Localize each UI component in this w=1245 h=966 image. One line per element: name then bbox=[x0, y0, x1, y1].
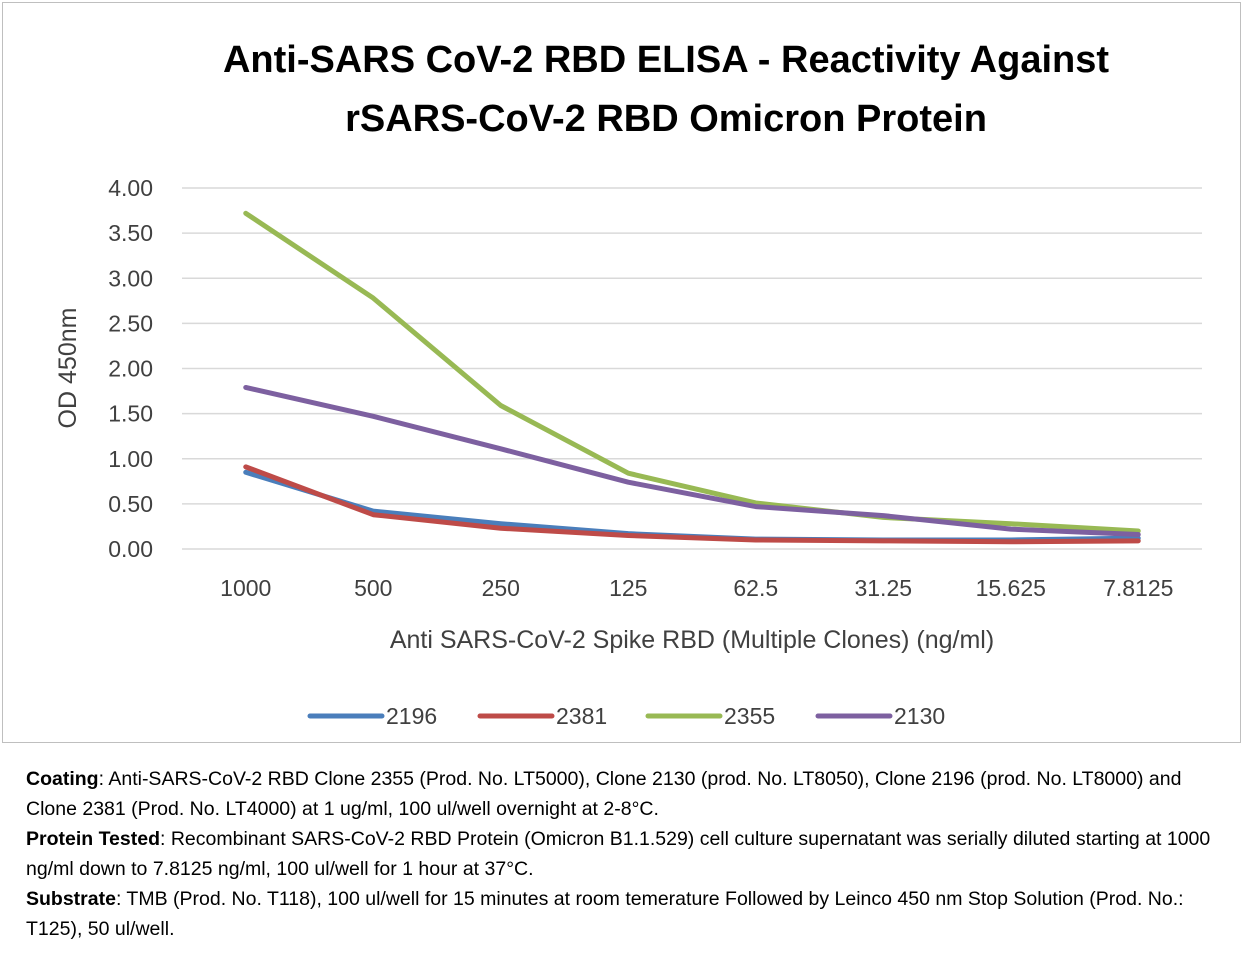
y-tick-label: 4.00 bbox=[108, 175, 153, 201]
x-tick-label: 500 bbox=[354, 575, 392, 601]
legend: 2196 2381 2355 2130 bbox=[307, 703, 945, 729]
legend-label-2130: 2130 bbox=[894, 703, 945, 729]
x-tick-label: 250 bbox=[482, 575, 520, 601]
series-lines bbox=[243, 210, 1141, 545]
y-tick-label: 2.00 bbox=[108, 356, 153, 382]
series-line-2130 bbox=[243, 384, 1141, 538]
series-line-2355 bbox=[243, 210, 1141, 534]
protein-label: Protein Tested bbox=[26, 828, 160, 850]
y-tick-label: 0.00 bbox=[108, 536, 153, 562]
series-line-2381 bbox=[243, 464, 1141, 545]
method-notes: Coating: Anti-SARS-CoV-2 RBD Clone 2355 … bbox=[26, 764, 1226, 944]
y-axis-ticks: 0.00 0.50 1.00 1.50 2.00 2.50 3.00 3.50 4.00 bbox=[108, 175, 153, 562]
x-tick-label: 15.625 bbox=[976, 575, 1046, 601]
y-tick-label: 1.50 bbox=[108, 401, 153, 427]
substrate-text: : TMB (Prod. No. T118), 100 ul/well for … bbox=[26, 888, 1184, 940]
x-tick-label: 125 bbox=[609, 575, 647, 601]
coating-note: Coating: Anti-SARS-CoV-2 RBD Clone 2355 … bbox=[26, 764, 1226, 824]
substrate-label: Substrate bbox=[26, 888, 116, 910]
legend-label-2196: 2196 bbox=[386, 703, 437, 729]
protein-text: : Recombinant SARS-CoV-2 RBD Protein (Om… bbox=[26, 828, 1211, 880]
y-axis-label: OD 450nm bbox=[54, 308, 82, 429]
chart-frame bbox=[2, 2, 1241, 743]
y-tick-label: 0.50 bbox=[108, 491, 153, 517]
y-tick-label: 1.00 bbox=[108, 446, 153, 472]
chart-title-line-2: rSARS-CoV-2 RBD Omicron Protein bbox=[345, 98, 987, 140]
legend-label-2355: 2355 bbox=[724, 703, 775, 729]
line-chart: Anti-SARS CoV-2 RBD ELISA - Reactivity A… bbox=[54, 39, 1202, 729]
x-tick-label: 7.8125 bbox=[1103, 575, 1173, 601]
chart-title-line-1: Anti-SARS CoV-2 RBD ELISA - Reactivity A… bbox=[223, 39, 1109, 81]
coating-label: Coating bbox=[26, 768, 99, 790]
x-tick-label: 31.25 bbox=[854, 575, 912, 601]
x-tick-label: 1000 bbox=[220, 575, 271, 601]
coating-text: : Anti-SARS-CoV-2 RBD Clone 2355 (Prod. … bbox=[26, 768, 1182, 820]
protein-note: Protein Tested: Recombinant SARS-CoV-2 R… bbox=[26, 824, 1226, 884]
y-tick-label: 2.50 bbox=[108, 310, 153, 336]
y-tick-label: 3.00 bbox=[108, 265, 153, 291]
x-tick-label: 62.5 bbox=[733, 575, 778, 601]
x-axis-label: Anti SARS-CoV-2 Spike RBD (Multiple Clon… bbox=[390, 626, 994, 654]
substrate-note: Substrate: TMB (Prod. No. T118), 100 ul/… bbox=[26, 884, 1226, 944]
legend-label-2381: 2381 bbox=[556, 703, 607, 729]
y-tick-label: 3.50 bbox=[108, 220, 153, 246]
x-axis-ticks: 1000 500 250 125 62.5 31.25 15.625 7.8125 bbox=[220, 575, 1173, 601]
